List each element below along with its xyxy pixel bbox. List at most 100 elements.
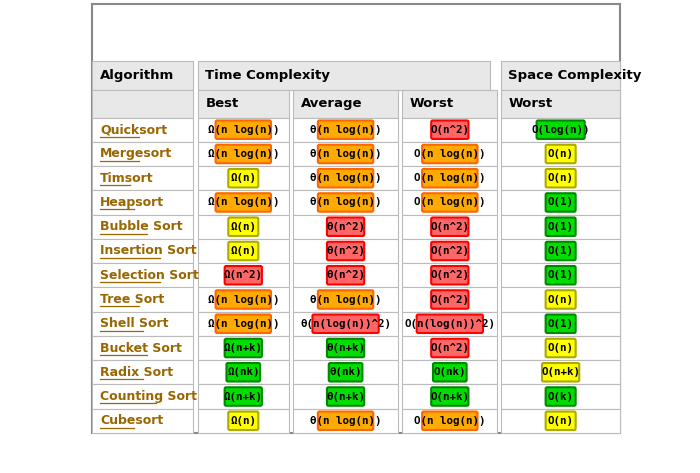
- FancyBboxPatch shape: [318, 290, 373, 309]
- Text: Algorithm: Algorithm: [100, 69, 174, 82]
- Text: O(n^2): O(n^2): [430, 295, 469, 305]
- Text: Ω(n^2): Ω(n^2): [224, 270, 262, 280]
- FancyBboxPatch shape: [197, 288, 289, 312]
- FancyBboxPatch shape: [501, 385, 620, 409]
- Text: Ω(n+k): Ω(n+k): [224, 392, 262, 402]
- FancyBboxPatch shape: [293, 385, 398, 409]
- FancyBboxPatch shape: [92, 215, 193, 239]
- FancyBboxPatch shape: [422, 145, 477, 163]
- FancyBboxPatch shape: [293, 166, 398, 190]
- FancyBboxPatch shape: [92, 90, 193, 118]
- Text: Quicksort: Quicksort: [100, 123, 167, 136]
- Text: Heapsort: Heapsort: [100, 196, 164, 209]
- Text: O(n): O(n): [547, 416, 573, 426]
- FancyBboxPatch shape: [402, 360, 498, 385]
- FancyBboxPatch shape: [228, 218, 258, 236]
- FancyBboxPatch shape: [293, 312, 398, 336]
- Text: O(n): O(n): [547, 343, 573, 353]
- FancyBboxPatch shape: [228, 412, 258, 430]
- Text: Radix Sort: Radix Sort: [100, 366, 173, 379]
- FancyBboxPatch shape: [545, 145, 575, 163]
- FancyBboxPatch shape: [501, 61, 620, 90]
- FancyBboxPatch shape: [312, 315, 379, 333]
- Text: Ω(nk): Ω(nk): [227, 367, 260, 377]
- Text: O(n(log(n))^2): O(n(log(n))^2): [405, 319, 496, 329]
- Text: O(n^2): O(n^2): [430, 222, 469, 232]
- FancyBboxPatch shape: [293, 118, 398, 142]
- Text: θ(n+k): θ(n+k): [326, 392, 365, 402]
- FancyBboxPatch shape: [318, 121, 373, 139]
- FancyBboxPatch shape: [501, 215, 620, 239]
- FancyBboxPatch shape: [327, 242, 364, 260]
- Text: Selection Sort: Selection Sort: [100, 269, 199, 282]
- FancyBboxPatch shape: [216, 145, 271, 163]
- Text: Tree Sort: Tree Sort: [100, 293, 164, 306]
- FancyBboxPatch shape: [329, 363, 363, 382]
- FancyBboxPatch shape: [431, 242, 468, 260]
- FancyBboxPatch shape: [501, 142, 620, 166]
- Text: Ω(n): Ω(n): [230, 173, 256, 183]
- FancyBboxPatch shape: [92, 409, 193, 433]
- FancyBboxPatch shape: [545, 266, 575, 284]
- FancyBboxPatch shape: [92, 385, 193, 409]
- Text: Bucket Sort: Bucket Sort: [100, 342, 182, 354]
- FancyBboxPatch shape: [293, 288, 398, 312]
- Text: O(k): O(k): [547, 392, 573, 402]
- FancyBboxPatch shape: [92, 336, 193, 360]
- FancyBboxPatch shape: [327, 387, 364, 406]
- Text: O(1): O(1): [547, 246, 573, 256]
- FancyBboxPatch shape: [501, 409, 620, 433]
- FancyBboxPatch shape: [402, 90, 498, 118]
- Text: Shell Sort: Shell Sort: [100, 317, 169, 330]
- FancyBboxPatch shape: [422, 193, 477, 212]
- Text: θ(n(log(n))^2): θ(n(log(n))^2): [300, 319, 391, 329]
- FancyBboxPatch shape: [197, 90, 289, 118]
- FancyBboxPatch shape: [92, 61, 193, 90]
- FancyBboxPatch shape: [402, 166, 498, 190]
- FancyBboxPatch shape: [537, 121, 584, 139]
- FancyBboxPatch shape: [501, 239, 620, 263]
- Text: O(n log(n)): O(n log(n)): [414, 173, 486, 183]
- Text: O(1): O(1): [547, 319, 573, 329]
- FancyBboxPatch shape: [431, 339, 468, 357]
- FancyBboxPatch shape: [431, 121, 468, 139]
- FancyBboxPatch shape: [545, 242, 575, 260]
- FancyBboxPatch shape: [327, 218, 364, 236]
- Text: Bubble Sort: Bubble Sort: [100, 220, 183, 233]
- FancyBboxPatch shape: [318, 412, 373, 430]
- FancyBboxPatch shape: [197, 312, 289, 336]
- FancyBboxPatch shape: [402, 239, 498, 263]
- Text: Ω(n log(n)): Ω(n log(n)): [207, 198, 279, 208]
- Text: O(1): O(1): [547, 270, 573, 280]
- Text: Cubesort: Cubesort: [100, 414, 163, 427]
- FancyBboxPatch shape: [293, 239, 398, 263]
- Text: O(n^2): O(n^2): [430, 125, 469, 135]
- Text: O(n+k): O(n+k): [541, 367, 580, 377]
- Text: Average: Average: [300, 97, 362, 110]
- Text: Best: Best: [205, 97, 239, 110]
- Text: O(nk): O(nk): [433, 367, 466, 377]
- FancyBboxPatch shape: [92, 4, 620, 433]
- FancyBboxPatch shape: [228, 169, 258, 187]
- Text: Time Complexity: Time Complexity: [205, 69, 330, 82]
- FancyBboxPatch shape: [92, 239, 193, 263]
- Text: Ω(n): Ω(n): [230, 416, 256, 426]
- Text: Counting Sort: Counting Sort: [100, 390, 197, 403]
- Text: O(n): O(n): [547, 295, 573, 305]
- FancyBboxPatch shape: [197, 190, 289, 215]
- FancyBboxPatch shape: [501, 190, 620, 215]
- FancyBboxPatch shape: [225, 339, 262, 357]
- Text: θ(n log(n)): θ(n log(n)): [310, 198, 382, 208]
- Text: O(n log(n)): O(n log(n)): [414, 198, 486, 208]
- Text: Worst: Worst: [410, 97, 454, 110]
- Text: Mergesort: Mergesort: [100, 148, 172, 160]
- Text: O(log(n)): O(log(n)): [531, 125, 590, 135]
- FancyBboxPatch shape: [197, 263, 289, 288]
- FancyBboxPatch shape: [545, 339, 575, 357]
- FancyBboxPatch shape: [545, 387, 575, 406]
- Text: θ(n log(n)): θ(n log(n)): [310, 173, 382, 183]
- FancyBboxPatch shape: [501, 166, 620, 190]
- FancyBboxPatch shape: [327, 266, 364, 284]
- FancyBboxPatch shape: [197, 409, 289, 433]
- Text: Space Complexity: Space Complexity: [508, 69, 641, 82]
